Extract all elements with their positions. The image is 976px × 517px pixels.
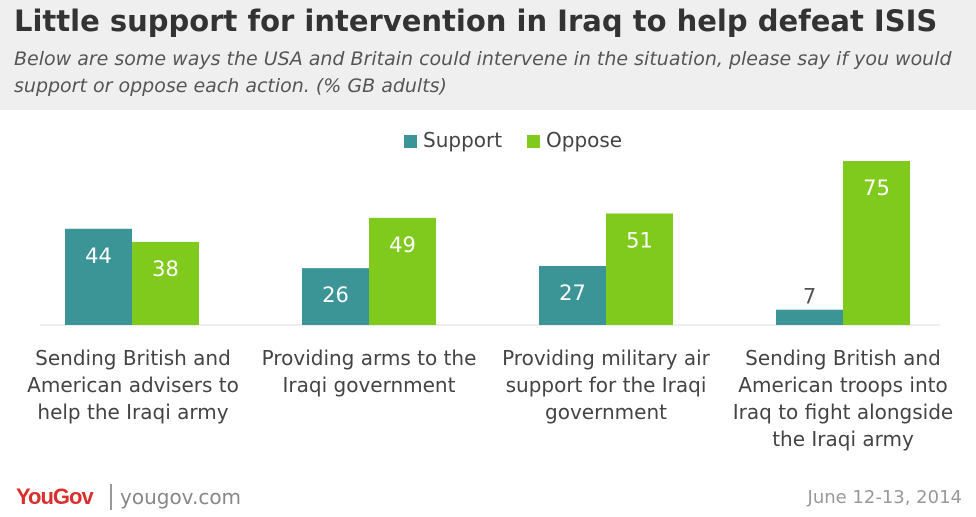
footer-divider [110, 484, 112, 510]
data-label-oppose: 38 [152, 257, 179, 281]
bar-chart: 44 26 27 7 38 49 51 75 [40, 161, 940, 326]
bar-oppose [606, 213, 673, 325]
category-label: Sending British and American troops into… [732, 346, 954, 451]
data-label-oppose: 49 [389, 233, 416, 257]
data-label-oppose: 75 [863, 176, 890, 200]
legend: Support Oppose [0, 128, 976, 154]
category-label: Providing military air support for the I… [502, 346, 710, 424]
survey-date: June 12-13, 2014 [807, 487, 962, 508]
legend-swatch-oppose [527, 135, 540, 148]
bar-support [776, 309, 843, 325]
chart-title: Little support for intervention in Iraq … [14, 4, 938, 38]
data-label-support: 27 [559, 281, 586, 305]
yougov-logo: YouGov [16, 484, 94, 509]
chart-subtitle: Below are some ways the USA and Britain … [14, 48, 952, 97]
bar-oppose [369, 217, 436, 325]
category-label: Providing arms to the Iraqi government [261, 346, 477, 397]
bar-support [539, 265, 606, 325]
legend-swatch-support [404, 135, 417, 148]
data-label-oppose: 51 [626, 228, 653, 252]
bar-support [302, 268, 369, 325]
bar-support [65, 228, 132, 325]
legend-label-support: Support [423, 128, 503, 152]
data-label-support: 7 [803, 285, 816, 309]
bar-oppose [132, 241, 199, 325]
data-label-support: 44 [85, 244, 112, 268]
legend-label-oppose: Oppose [546, 128, 623, 152]
data-label-support: 26 [322, 283, 349, 307]
header: Little support for intervention in Iraq … [0, 0, 976, 110]
footer-url: yougov.com [120, 485, 242, 509]
bar-oppose [843, 161, 910, 325]
category-label: Sending British and American advisers to… [27, 346, 239, 424]
